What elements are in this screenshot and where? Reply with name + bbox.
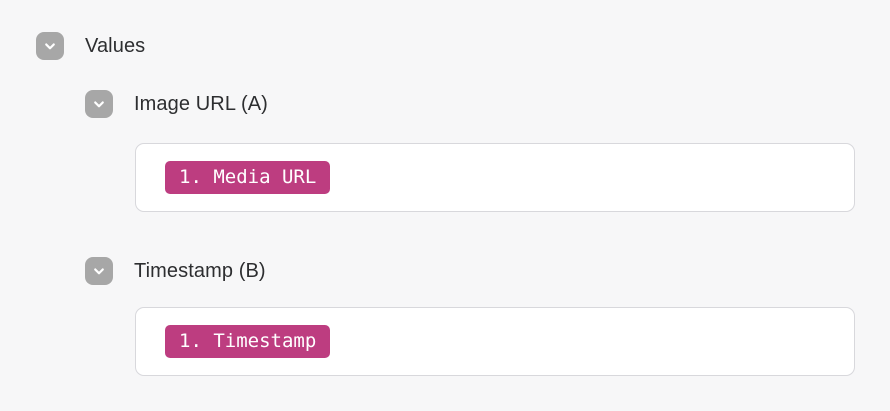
image-url-field-input[interactable]: 1. Media URL <box>135 143 855 212</box>
timestamp-row: Timestamp (B) <box>85 257 890 285</box>
mapped-field-pill-timestamp[interactable]: 1. Timestamp <box>165 325 331 358</box>
timestamp-label: Timestamp (B) <box>134 259 266 282</box>
values-label: Values <box>85 34 146 57</box>
chevron-down-icon <box>90 262 108 280</box>
chevron-down-icon <box>90 95 108 113</box>
timestamp-collapse-button[interactable] <box>85 257 113 285</box>
values-collapse-button[interactable] <box>36 32 64 60</box>
values-tree: Values Image URL (A) 1. Media URL Timest… <box>0 32 890 411</box>
values-row: Values <box>36 32 890 60</box>
mapped-field-pill-media-url[interactable]: 1. Media URL <box>165 161 331 194</box>
image-url-collapse-button[interactable] <box>85 90 113 118</box>
image-url-row: Image URL (A) <box>85 90 890 118</box>
image-url-label: Image URL (A) <box>134 92 268 115</box>
timestamp-field-input[interactable]: 1. Timestamp <box>135 307 855 376</box>
chevron-down-icon <box>41 37 59 55</box>
